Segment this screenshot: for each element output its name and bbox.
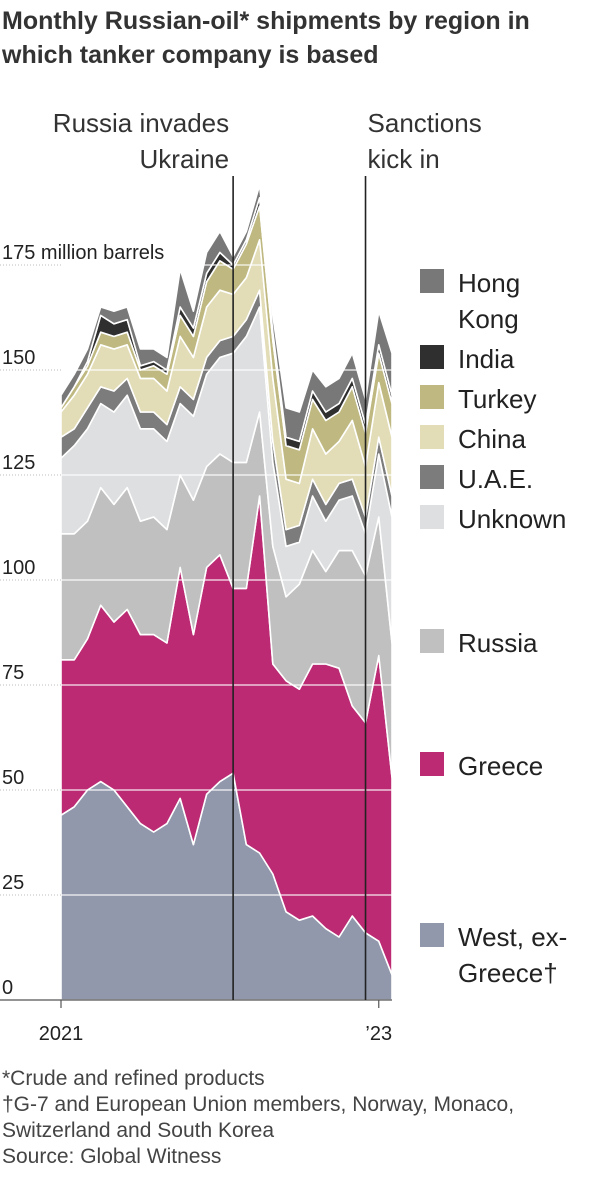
legend-swatch-hong-kong	[420, 269, 444, 293]
gridlines	[0, 264, 392, 896]
legend-swatch-russia	[420, 629, 444, 653]
footnote-products: *Crude and refined products	[2, 1067, 265, 1090]
y-tick-label-125: 125	[2, 452, 35, 474]
y-tick-label-50: 50	[2, 767, 24, 789]
legend-swatch-west-ex-greece	[420, 923, 444, 947]
legend-label-unknown-line-0: Unknown	[458, 504, 566, 534]
x-tick-label-2021: 2021	[39, 1023, 84, 1045]
stacked-area-chart: 0 25 50 75 100 125 150 175 million barrels 2021…	[0, 108, 567, 1045]
legend-label-india-line-0: India	[458, 344, 515, 374]
x-axis: 2021 ’23	[0, 999, 392, 1045]
event-annotations: Russia invades Ukraine Sanctions kick in	[53, 108, 482, 1000]
footnote-west-definition: †G-7 and European Union members, Norway,…	[2, 1093, 515, 1116]
legend-label-turkey-line-0: Turkey	[458, 384, 537, 414]
y-axis-ticks: 0 25 50 75 100 125 150 175 million barrels	[2, 242, 164, 999]
event-label-1-line-1: kick in	[368, 144, 440, 174]
legend-label-hong-kong-line-0: Hong	[458, 268, 520, 298]
legend-label-china-line-0: China	[458, 424, 526, 454]
area-hong-kong	[60, 184, 393, 443]
legend: Hong Kong India Turkey China U.A.E. Unknown Rus…	[420, 268, 567, 988]
x-tick-label-23: ’23	[365, 1023, 392, 1045]
legend-label-west-ex-greece-line-1: Greece†	[458, 958, 558, 988]
event-label-1-line-0: Sanctions	[368, 108, 482, 138]
legend-label-russia-line-0: Russia	[458, 628, 538, 658]
legend-swatch-india	[420, 345, 444, 369]
legend-swatch-turkey	[420, 385, 444, 409]
legend-swatch-u-a-e	[420, 465, 444, 489]
footnotes: *Crude and refined products †G-7 and Eur…	[2, 1066, 598, 1170]
legend-label-hong-kong-line-1: Kong	[458, 304, 519, 334]
y-tick-label-100: 100	[2, 557, 35, 579]
y-tick-label-75: 75	[2, 662, 24, 684]
event-label-0-line-0: Russia invades	[53, 108, 229, 138]
y-tick-label-25: 25	[2, 872, 24, 894]
legend-swatch-greece	[420, 752, 444, 776]
chart-title: Monthly Russian-oil* shipments by region…	[2, 7, 530, 69]
legend-label-u-a-e-line-0: U.A.E.	[458, 464, 533, 494]
legend-label-greece-line-0: Greece	[458, 751, 543, 781]
event-label-0-line-1: Ukraine	[140, 144, 230, 174]
legend-swatch-china	[420, 425, 444, 449]
y-tick-label-175: 175 million barrels	[2, 242, 164, 264]
source-note: Source: Global Witness	[2, 1145, 222, 1168]
y-tick-label-150: 150	[2, 347, 35, 369]
y-tick-label-0: 0	[2, 977, 13, 999]
legend-swatch-unknown	[420, 505, 444, 529]
footnote-west-definition-cont: Switzerland and South Korea	[2, 1119, 275, 1142]
legend-label-west-ex-greece-line-0: West, ex-	[458, 922, 567, 952]
area-series-group	[60, 184, 393, 1001]
